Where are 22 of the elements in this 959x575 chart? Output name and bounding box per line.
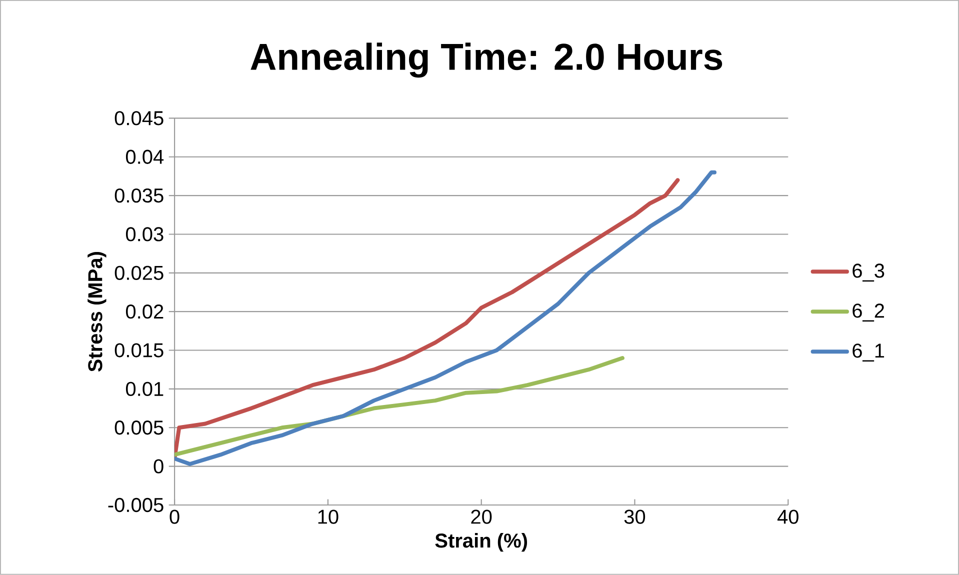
y-tick-label: 0.03 [126,227,164,242]
y-tick-label: 0.005 [114,420,164,435]
y-tick-label: -0.005 [108,498,164,512]
legend-label: 6_3 [852,264,884,282]
y-tick-label: 0 [154,459,164,474]
x-tick-label: 40 [777,510,798,524]
y-axis-title: Stress (MPa) [88,252,106,372]
y-tick-label: 0.025 [114,266,164,280]
x-tick-label: 20 [471,510,492,524]
x-axis-title: Strain (%) [435,533,528,552]
legend-label: 6_2 [852,304,884,322]
y-tick-label: 0.015 [114,343,164,358]
y-tick-label: 0.01 [126,382,164,396]
chart-title: Annealing Time: 2.0 Hours [250,42,722,78]
x-tick-label: 30 [624,510,646,524]
y-tick-label: 0.035 [114,188,164,203]
x-tick-label: 0 [170,510,180,524]
y-tick-label: 0.02 [126,304,164,319]
y-tick-label: 0.045 [114,111,164,126]
legend-label: 6_1 [852,344,884,362]
x-tick-label: 10 [318,510,338,524]
y-tick-label: 0.04 [126,150,164,164]
